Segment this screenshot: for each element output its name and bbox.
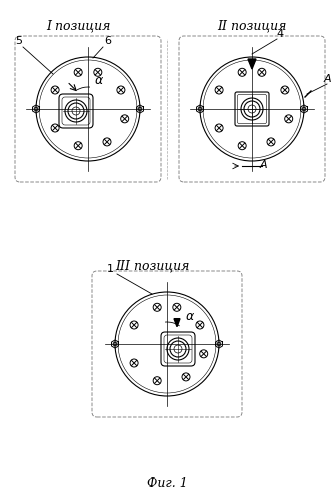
Text: I позиция: I позиция [46, 19, 110, 32]
Text: 5: 5 [15, 36, 22, 46]
Text: A: A [324, 74, 332, 84]
Polygon shape [248, 59, 256, 69]
Text: $\alpha$: $\alpha$ [185, 310, 195, 323]
Text: 4: 4 [276, 29, 283, 39]
Text: Фиг. 1: Фиг. 1 [147, 477, 187, 490]
Text: 6: 6 [104, 36, 111, 46]
Polygon shape [174, 319, 180, 327]
Text: III позиция: III позиция [115, 259, 189, 272]
Text: II позиция: II позиция [217, 19, 287, 32]
Text: 1: 1 [107, 264, 114, 274]
Text: $\alpha$: $\alpha$ [94, 74, 104, 87]
Text: A: A [260, 160, 268, 170]
